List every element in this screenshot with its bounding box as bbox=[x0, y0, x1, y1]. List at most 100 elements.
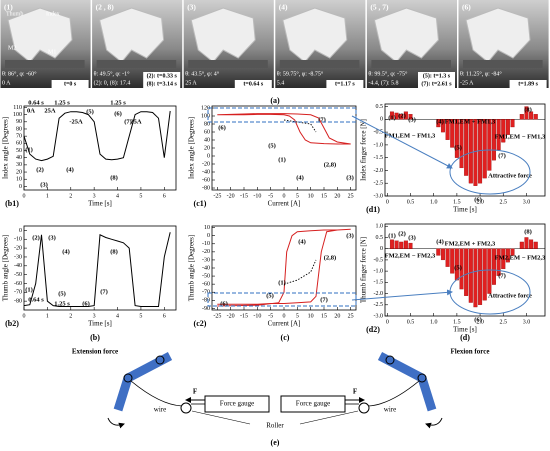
y-tick-label: -0.5 bbox=[374, 129, 384, 135]
bar bbox=[394, 112, 399, 120]
photo-time: (5): t=1.3 s bbox=[423, 72, 451, 79]
x-tick-label: 3 bbox=[93, 193, 96, 199]
robot-base bbox=[5, 60, 85, 68]
bar bbox=[533, 114, 538, 120]
robot-base bbox=[371, 60, 451, 68]
x-tick-label: -15 bbox=[240, 193, 248, 199]
data-line bbox=[217, 228, 351, 307]
robot-hand bbox=[7, 7, 73, 63]
part-label: Thumb bbox=[6, 11, 23, 17]
x-tick-label: -10 bbox=[253, 313, 261, 319]
robot-hand bbox=[190, 7, 256, 63]
time-box bbox=[418, 80, 455, 88]
annotation: (4) bbox=[298, 238, 306, 245]
time-box bbox=[51, 80, 89, 88]
annotation: (3) bbox=[346, 174, 354, 181]
robot-base bbox=[279, 60, 360, 68]
x-tick-label: 1.5 bbox=[453, 199, 461, 205]
force-gauge bbox=[204, 395, 270, 413]
y-tick-label: 0 bbox=[380, 117, 383, 123]
bar bbox=[436, 119, 441, 128]
y-tick-label: 10 bbox=[16, 177, 22, 183]
x-tick-label: 10 bbox=[308, 313, 314, 319]
highlight-box bbox=[207, 292, 357, 307]
x-tick-label: 2 bbox=[69, 193, 72, 199]
y-tick-label: 50 bbox=[16, 148, 22, 154]
gauge-label: Force gauge bbox=[220, 400, 254, 408]
pointer bbox=[299, 410, 359, 425]
photo-time: t=0 s bbox=[64, 81, 77, 87]
y-tick-label: 0 bbox=[380, 246, 383, 252]
bar bbox=[389, 239, 394, 249]
x-tick-label: -25 bbox=[213, 313, 221, 319]
photo-current: 5.4 bbox=[277, 80, 285, 86]
group-label: (b) bbox=[90, 333, 100, 342]
y-tick-label: 10 bbox=[204, 225, 210, 231]
bar bbox=[440, 248, 445, 261]
bar bbox=[408, 242, 413, 249]
x-axis-label: Current [A] bbox=[268, 200, 301, 208]
time-box bbox=[326, 80, 364, 88]
y-tick-label: 0 bbox=[207, 153, 210, 159]
bar bbox=[524, 106, 529, 120]
photo-current: 25 A bbox=[185, 80, 197, 86]
y-tick-label: -1.5 bbox=[374, 280, 384, 286]
x-tick-label: 2 bbox=[69, 313, 72, 319]
joint bbox=[155, 355, 165, 365]
annotation: -25A bbox=[69, 118, 83, 125]
x-tick-label: 15 bbox=[321, 313, 327, 319]
x-tick-label: -25 bbox=[213, 193, 221, 199]
y-tick-label: -80 bbox=[202, 185, 210, 191]
wire bbox=[130, 380, 183, 407]
diagram: Extension force Flexion force Force gaug… bbox=[72, 348, 490, 447]
annotation: (5) bbox=[454, 144, 462, 151]
bar bbox=[519, 241, 524, 249]
y-tick-label: -30 bbox=[14, 254, 22, 260]
annotation: 1.25 s bbox=[54, 99, 70, 106]
annotation: (1) bbox=[25, 146, 33, 153]
x-tick-label: 0 bbox=[386, 199, 389, 205]
y-tick-label: 80 bbox=[204, 121, 210, 127]
group-label: (d) bbox=[460, 333, 470, 342]
x-tick-label: -10 bbox=[253, 193, 261, 199]
robot-hand bbox=[373, 7, 439, 63]
plot-frame bbox=[211, 225, 357, 311]
photo-label: (2 , 8) bbox=[96, 3, 115, 12]
panel-label: (b1) bbox=[5, 199, 19, 208]
plot-frame bbox=[23, 105, 177, 191]
y-tick-label: -90 bbox=[202, 306, 210, 312]
y-tick-label: 40 bbox=[16, 155, 22, 161]
annotation: (3) bbox=[346, 232, 354, 239]
y-tick-label: -2.0 bbox=[374, 291, 384, 297]
time-box bbox=[509, 80, 547, 88]
y-tick-label: -1.0 bbox=[374, 268, 384, 274]
motion-arrow bbox=[425, 417, 443, 429]
annotation: (6) bbox=[474, 196, 482, 203]
annotation: Attractive force bbox=[488, 292, 532, 299]
link-arrow bbox=[351, 115, 453, 169]
bar bbox=[468, 248, 473, 303]
x-tick-label: 5 bbox=[296, 193, 299, 199]
x-tick-label: 1 bbox=[46, 193, 49, 199]
joint bbox=[417, 373, 427, 383]
y-tick-label: -50 bbox=[202, 273, 210, 279]
time-box bbox=[143, 72, 181, 80]
x-tick-label: 20 bbox=[334, 193, 340, 199]
bar bbox=[529, 239, 534, 249]
x-tick-label: 15 bbox=[321, 193, 327, 199]
bar bbox=[505, 119, 510, 135]
y-tick-label: -1.0 bbox=[374, 142, 384, 148]
bar bbox=[459, 119, 464, 169]
annotation: 0.64 s bbox=[28, 99, 44, 106]
annotation: (8) bbox=[110, 248, 118, 255]
annotation: (7) bbox=[100, 288, 108, 295]
annotation: FM1,EM − FM1,3 bbox=[385, 132, 436, 139]
x-tick-label: 5 bbox=[296, 313, 299, 319]
panel-label: (b2) bbox=[5, 319, 19, 328]
y-tick-label: 0.5 bbox=[376, 104, 384, 110]
x-tick-label: 3.0 bbox=[523, 319, 531, 325]
x-tick-label: 0 bbox=[23, 193, 26, 199]
annotation: (2) bbox=[36, 166, 44, 173]
diagram-title: Flexion force bbox=[451, 348, 490, 356]
